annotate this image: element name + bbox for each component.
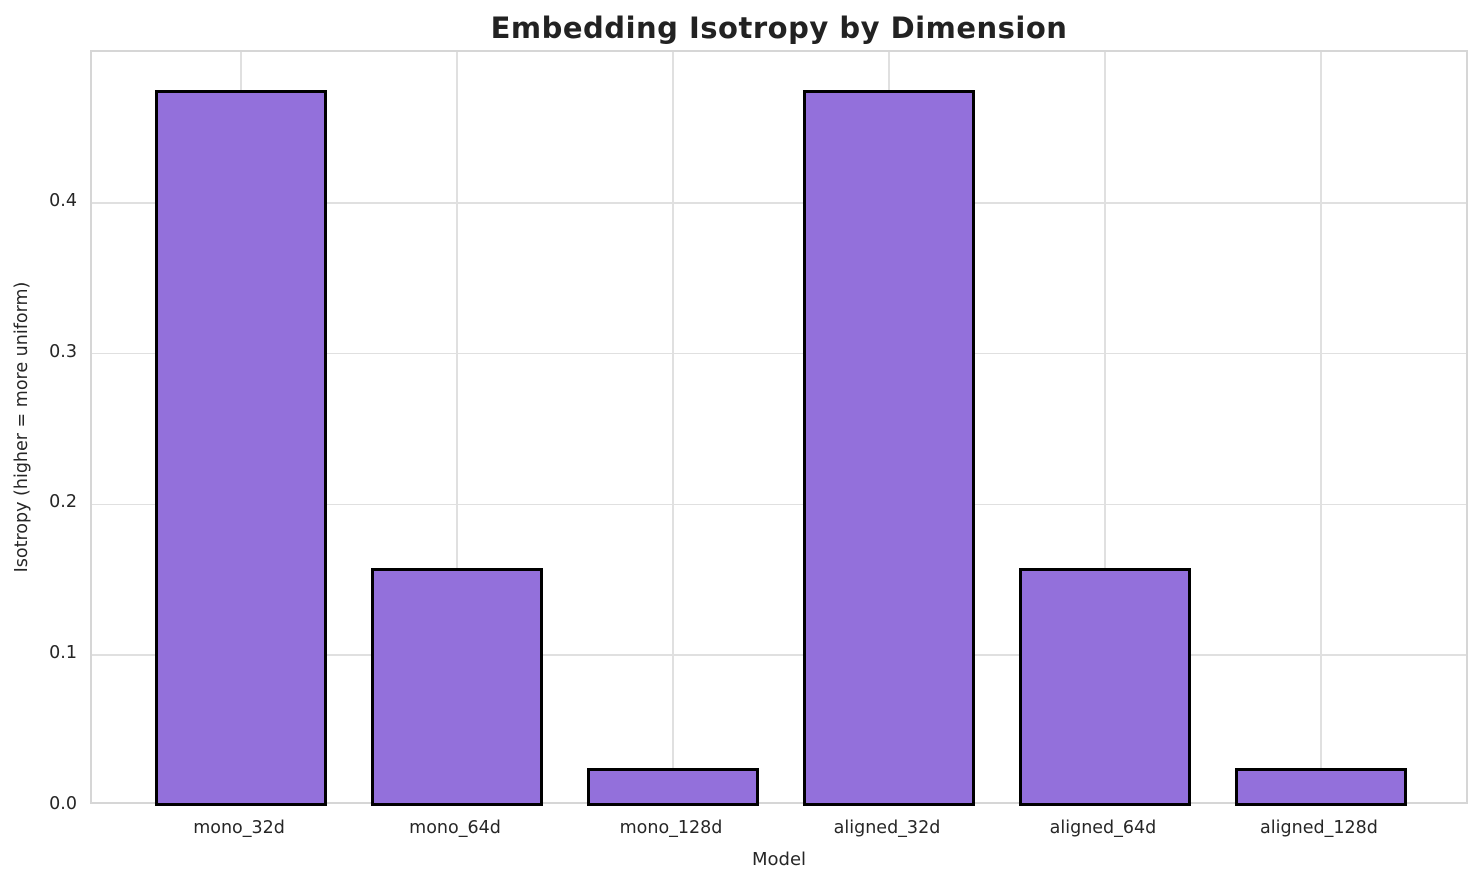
gridline-horizontal (92, 202, 1466, 204)
x-axis-label: Model (751, 849, 807, 870)
y-tick-label: 0.2 (49, 492, 77, 513)
gridline-vertical (1320, 52, 1322, 802)
x-tick-label: mono_64d (409, 818, 501, 838)
y-tick-label: 0.4 (49, 190, 77, 211)
gridline-horizontal (92, 654, 1466, 656)
y-tick-label: 0.3 (49, 341, 77, 362)
gridline-horizontal (92, 352, 1466, 355)
bar-mono_64d (370, 567, 544, 806)
gridline-vertical (456, 52, 458, 802)
bar-mono_128d (586, 768, 760, 806)
y-tick-label: 0.1 (49, 643, 77, 664)
gridline-vertical (672, 52, 674, 802)
bar-aligned_32d (802, 89, 976, 806)
bar-mono_32d (154, 89, 328, 806)
y-tick-label: 0.0 (49, 794, 77, 814)
x-tick-label: aligned_128d (1260, 818, 1378, 838)
bar-aligned_64d (1018, 567, 1192, 806)
gridline-horizontal (92, 503, 1466, 506)
x-tick-label: aligned_32d (833, 818, 941, 838)
y-axis-label: Isotropy (higher = more uniform) (12, 281, 32, 573)
x-tick-label: mono_128d (619, 818, 723, 838)
x-tick-label: aligned_64d (1049, 818, 1157, 838)
gridline-vertical (1104, 52, 1106, 802)
plot-area (90, 50, 1468, 806)
bar-aligned_128d (1234, 768, 1408, 806)
x-tick-label: mono_32d (193, 818, 285, 838)
chart-title: Embedding Isotropy by Dimension (490, 11, 1068, 45)
